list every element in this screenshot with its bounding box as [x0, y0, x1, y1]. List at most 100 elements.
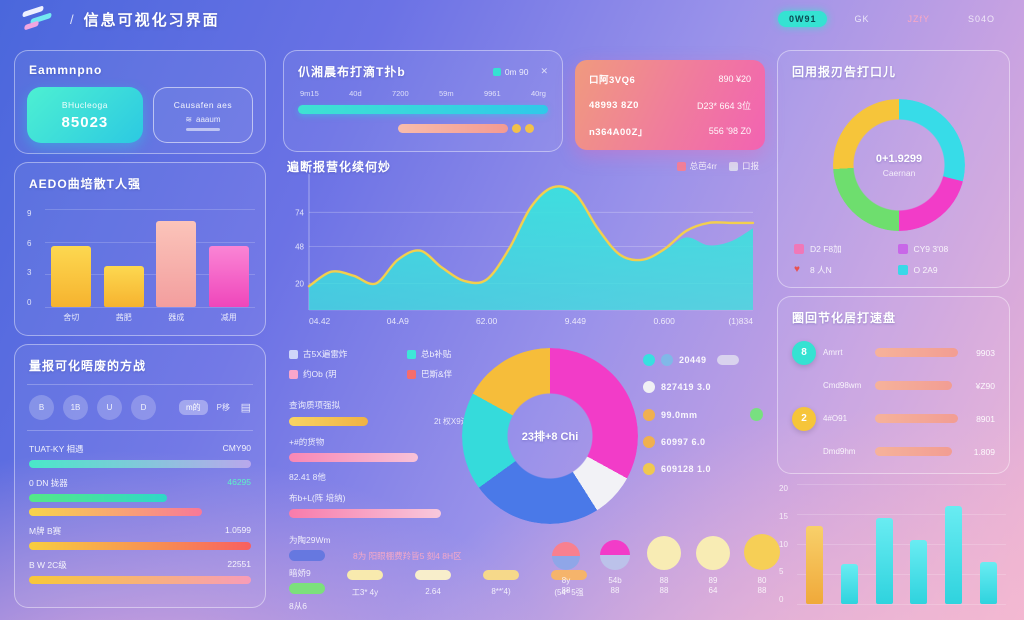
primary-stat-card[interactable]: BHucleoga 85023: [27, 87, 143, 143]
gauge-tick: 59m: [439, 89, 454, 98]
green-pill[interactable]: [289, 583, 325, 594]
kpi-value: 556 '98 Z0: [708, 126, 751, 136]
gauge-tick: 40rg: [530, 89, 546, 98]
legend-swatch-icon: [897, 244, 908, 254]
solid-circle-icon[interactable]: [744, 534, 780, 570]
bar-column: [945, 484, 963, 604]
legend-dot-icon: [643, 408, 655, 421]
share-donut-legend-row-2[interactable]: 827419 3.0: [643, 381, 763, 393]
blue-pill[interactable]: [289, 550, 325, 561]
rank-bar: [875, 381, 953, 390]
overview-cards: BHucleoga 85023 Causafen aes ≋ aaaum: [27, 87, 253, 143]
gauge-tick-row: 9m15 40d 7200 59m 9961 40rg: [300, 89, 546, 98]
progress-filter-icon-3[interactable]: U: [97, 395, 122, 420]
wave-icon: ≋: [185, 114, 193, 124]
share-donut-chart: [462, 348, 638, 524]
secondary-stat-underline: [185, 127, 220, 131]
close-icon[interactable]: ✕: [540, 66, 548, 76]
legend-label: 巴斯&伴: [421, 369, 453, 379]
small-pill[interactable]: [483, 570, 519, 580]
duo-circle-icon[interactable]: [600, 540, 630, 570]
small-pill[interactable]: [347, 570, 383, 580]
card-view-icon[interactable]: ▤: [240, 402, 251, 414]
rank-label: Cmd98wm: [823, 381, 862, 390]
legend-swatch-icon: [676, 161, 686, 171]
share-donut-legend-row-3[interactable]: 99.0mm: [643, 408, 763, 421]
kpi-label: 48993 8Z0: [589, 99, 639, 111]
rank-bar: [875, 348, 958, 357]
small-pill[interactable]: [415, 570, 451, 580]
legend-label: 20449: [679, 355, 707, 365]
gridline: [797, 544, 1006, 545]
gauge-dot-icon[interactable]: [512, 124, 521, 133]
secondary-stat-card[interactable]: Causafen aes ≋ aaaum: [152, 87, 253, 143]
progress-bar: [29, 576, 251, 584]
gauge-tick: 9m15: [300, 89, 319, 98]
quarter-donut-legend-item-4[interactable]: O 2A9: [897, 264, 1002, 276]
detail-legend-item-4[interactable]: 巴斯&伴: [407, 368, 524, 380]
secondary-stat-sub: ≋ aaaum: [185, 114, 221, 124]
ranking-row: 8 Amrrt 9903: [792, 340, 995, 365]
header-button-4[interactable]: S04O: [957, 11, 1006, 27]
duo-circle-icon[interactable]: [552, 542, 580, 570]
detail-pill-group: 为陶29Wm 暗娇9 8从6: [289, 534, 331, 612]
solid-circle-icon[interactable]: [696, 536, 730, 570]
quarter-donut-legend-item-2[interactable]: CY9 3'08: [897, 243, 1002, 255]
detail-note: 8为 阳眼棚费羚皆5 刻4 8H区: [353, 551, 462, 561]
detail-legend-item-1[interactable]: 古5X遍雷炸: [289, 348, 407, 360]
progress-pill-button[interactable]: m的: [179, 400, 208, 415]
x-axis-label: 减用: [220, 313, 237, 322]
primary-stat-label: BHucleoga: [61, 99, 108, 110]
share-donut-legend-row-4[interactable]: 60997 6.0: [643, 436, 763, 448]
breadcrumb-separator: /: [70, 11, 74, 27]
kpi-stat-card[interactable]: 口阿3VQ6 890 ¥20 48993 8Z0 D23* 664 3位 n364A00…: [575, 60, 765, 150]
pill-group-top-label: 为陶29Wm: [289, 535, 331, 545]
trend-legend-item-1[interactable]: 总芭4rr: [676, 160, 717, 172]
gridline: [45, 274, 255, 276]
gauge-header: 仈湘晨布打滴T扑b 0m 90 ✕: [284, 51, 562, 80]
detail-circles: 8y 88 54b 88 88 88 89 64 80 88: [547, 534, 781, 596]
legend-label: CY9 3'08: [913, 244, 949, 254]
bar-plot-area: 舍切 茜肥 器成 减用: [45, 209, 255, 322]
gauge-legend[interactable]: 0m 90 ✕: [492, 66, 548, 77]
legend-label: 827419 3.0: [661, 382, 712, 392]
trend-chart-zone: 遍断报营化续何妙 总芭4rr 口报 74 48 20 04.42 04.A9 62.00 9.…: [283, 154, 763, 340]
quarter-donut-legend-item-1[interactable]: D2 F8加: [794, 243, 898, 255]
solid-circle-icon[interactable]: [647, 536, 681, 570]
progress-row-label: 0 DN 拢器: [29, 478, 68, 488]
bar-column: 茜肥: [103, 209, 144, 322]
progress-pill-side-label: P移: [216, 403, 231, 412]
app-logo-icon: [18, 5, 60, 31]
quarter-donut-legend-item-3[interactable]: ♥ 8 人N: [794, 264, 898, 276]
legend-extra-dot-icon: [750, 408, 763, 421]
legend-swatch-icon: [407, 349, 416, 359]
rank-value: 9903: [976, 347, 995, 358]
header-button-2[interactable]: GK: [843, 11, 880, 27]
legend-dot-icon: [643, 436, 655, 448]
header-button-1[interactable]: 0W91: [777, 11, 828, 27]
detail-legend: 古5X遍雷炸 总b补贴 约Ob (玥 巴斯&伴: [289, 348, 524, 380]
share-donut-legend-row-5[interactable]: 609128 1.0: [643, 463, 763, 475]
small-pill[interactable]: [551, 570, 587, 580]
share-donut-legend-row-1[interactable]: 20449: [643, 354, 763, 366]
progress-row-head: M牌 B赛 1.0599: [29, 525, 251, 537]
progress-filter-icon-4[interactable]: D: [131, 395, 156, 420]
progress-filter-icon-1[interactable]: B: [29, 395, 54, 420]
header-button-3[interactable]: JZfY: [896, 11, 941, 27]
y-axis-tick: 0: [779, 595, 784, 604]
share-donut-legend: 20449 827419 3.0 99.0mm 60997 6.0 609128 1.0: [643, 354, 763, 490]
gauge-dot-icon[interactable]: [525, 124, 534, 133]
kpi-row: n364A00Z」 556 '98 Z0: [589, 124, 751, 138]
progress-filter-icon-2[interactable]: 1B: [63, 395, 88, 420]
x-axis-label: 舍切: [63, 313, 80, 322]
detail-legend-item-2[interactable]: 总b补贴: [407, 348, 524, 360]
small-pill-item-4: (54* 5强: [545, 570, 593, 598]
trend-legend-item-2[interactable]: 口报: [728, 160, 759, 172]
detail-legend-item-3[interactable]: 约Ob (玥: [289, 368, 407, 380]
divider: [27, 384, 253, 385]
kpi-label: n364A00Z」: [589, 127, 648, 138]
detail-bar-row: [289, 453, 474, 462]
legend-swatch-icon: [794, 244, 804, 254]
quarter-donut-title: 回用报刃告打口儿: [792, 65, 897, 79]
svg-text:04.A9: 04.A9: [387, 316, 409, 326]
